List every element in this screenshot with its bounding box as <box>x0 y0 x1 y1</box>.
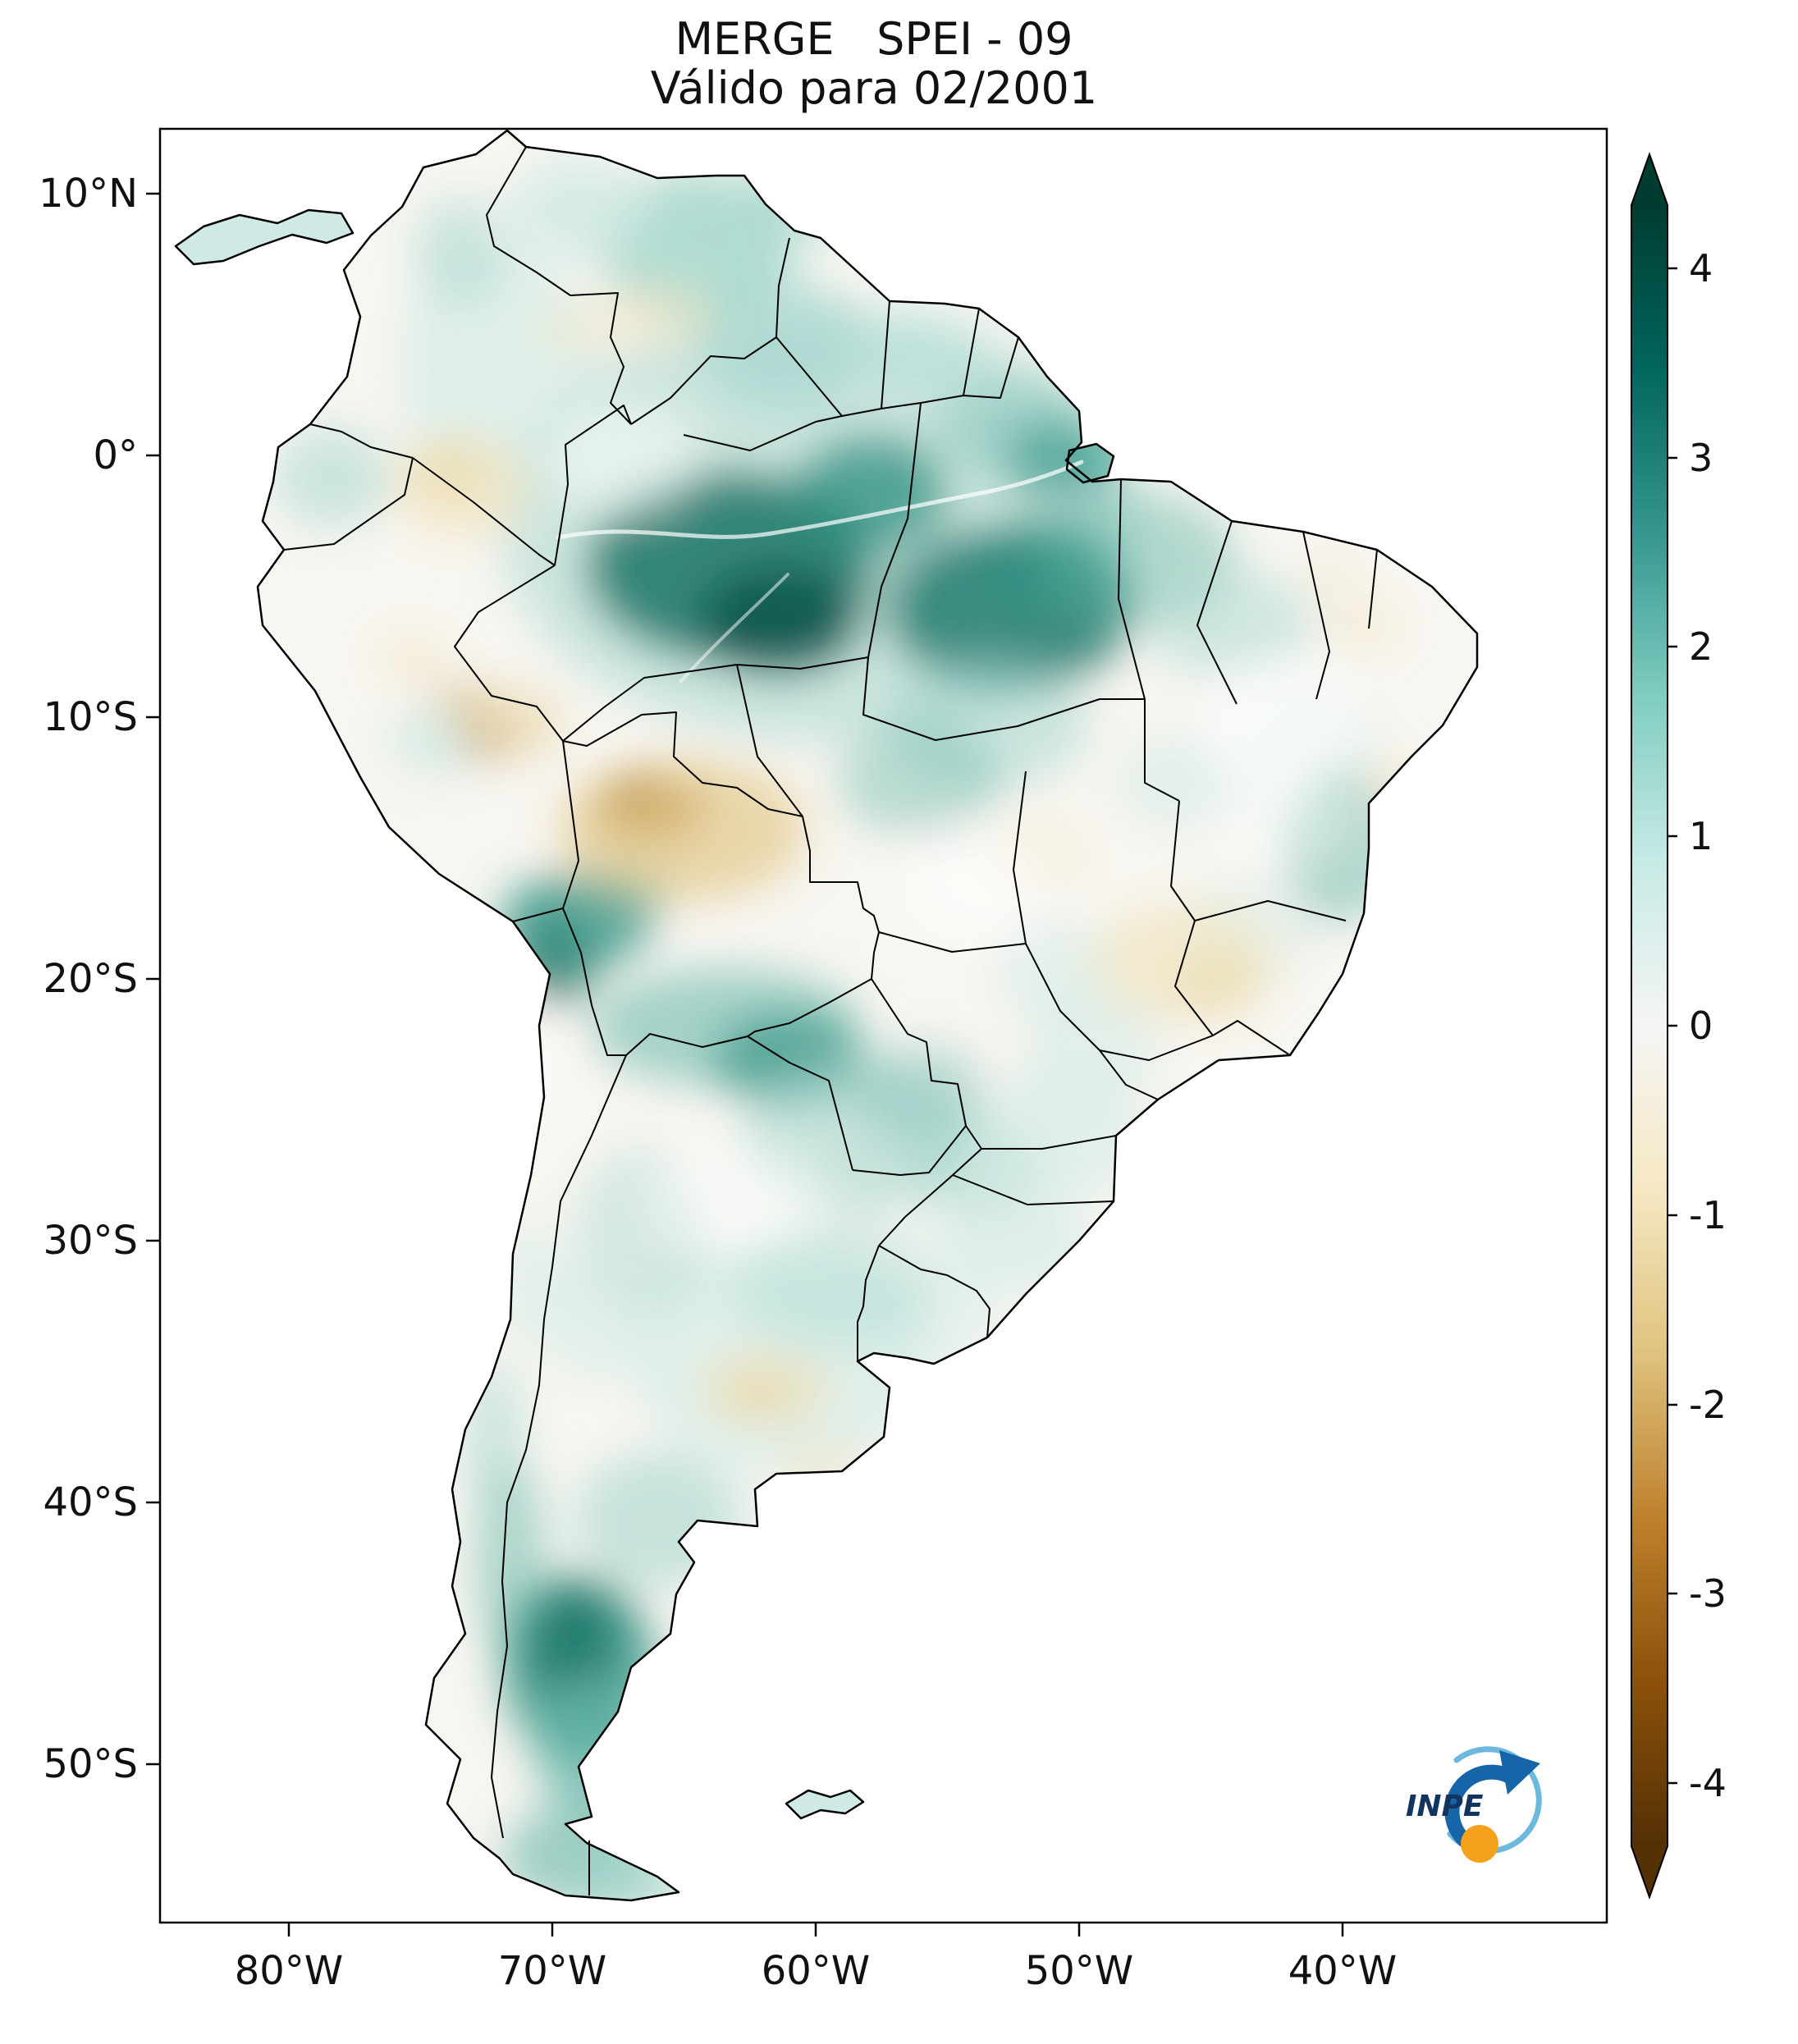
lat-tick-label: 50°S <box>43 1741 138 1787</box>
colorbar-tick-marks <box>1668 267 1677 1785</box>
lon-tick-label: 60°W <box>762 1948 871 1994</box>
inpe-logo-ball <box>1461 1825 1498 1863</box>
coastline <box>174 129 1479 1902</box>
colorbar-tick-label: 4 <box>1689 246 1713 290</box>
axes-border <box>158 127 1608 1924</box>
colorbar-tick-label: 0 <box>1689 1004 1713 1048</box>
inpe-logo: INPE <box>1406 1746 1542 1863</box>
inpe-logo-text: INPE <box>1406 1790 1484 1823</box>
chart-title: MERGE SPEI - 09 Válido para 02/2001 <box>651 13 1097 114</box>
colorbar-tick-label: -2 <box>1689 1383 1727 1427</box>
colorbar-tick-labels: 4 3 2 1 0 -1 -2 -3 -4 <box>1689 246 1727 1805</box>
river-mask-lines <box>556 460 1084 683</box>
lat-tick-label: 30°S <box>43 1218 138 1264</box>
chart-title-line2: Válido para 02/2001 <box>651 62 1097 114</box>
lon-tick-label: 40°W <box>1288 1948 1398 1994</box>
colorbar-tick-label: -3 <box>1689 1571 1727 1616</box>
lon-tick-label: 80°W <box>235 1948 344 1994</box>
lat-tick-label: 10°N <box>39 171 138 217</box>
brazil-state-borders <box>562 402 1378 1205</box>
colorbar: 4 3 2 1 0 -1 -2 -3 -4 <box>1631 152 1727 1900</box>
lat-tick-label: 40°S <box>43 1479 138 1525</box>
lon-tick-marks <box>287 1923 1344 1937</box>
inpe-logo-arrowhead <box>1499 1750 1540 1795</box>
chart-title-line1: MERGE SPEI - 09 <box>675 13 1073 65</box>
colorbar-tick-label: -4 <box>1689 1761 1727 1805</box>
lon-tick-label: 50°W <box>1025 1948 1134 1994</box>
lat-tick-label: 20°S <box>43 956 138 1002</box>
lat-tick-labels: 10°N 0° 10°S 20°S 30°S 40°S 50°S <box>39 171 138 1787</box>
lon-tick-label: 70°W <box>498 1948 607 1994</box>
lon-tick-labels: 80°W 70°W 60°W 50°W 40°W <box>235 1948 1398 1994</box>
colorbar-tick-label: -1 <box>1689 1193 1727 1237</box>
colorbar-gradient <box>1631 152 1668 1900</box>
falkland-islands <box>786 1790 863 1818</box>
lat-tick-marks <box>146 192 160 1766</box>
lat-tick-label: 0° <box>93 432 138 478</box>
lat-tick-label: 10°S <box>43 694 138 740</box>
colorbar-tick-label: 3 <box>1689 436 1713 480</box>
map-south-america: INPE 10°N 0° 10°S 20°S 30°S 40°S <box>39 127 1608 1994</box>
colorbar-tick-label: 2 <box>1689 624 1713 669</box>
inpe-logo-arrow <box>1444 1764 1520 1848</box>
panama-landmass <box>176 210 353 264</box>
colorbar-tick-label: 1 <box>1689 814 1713 858</box>
